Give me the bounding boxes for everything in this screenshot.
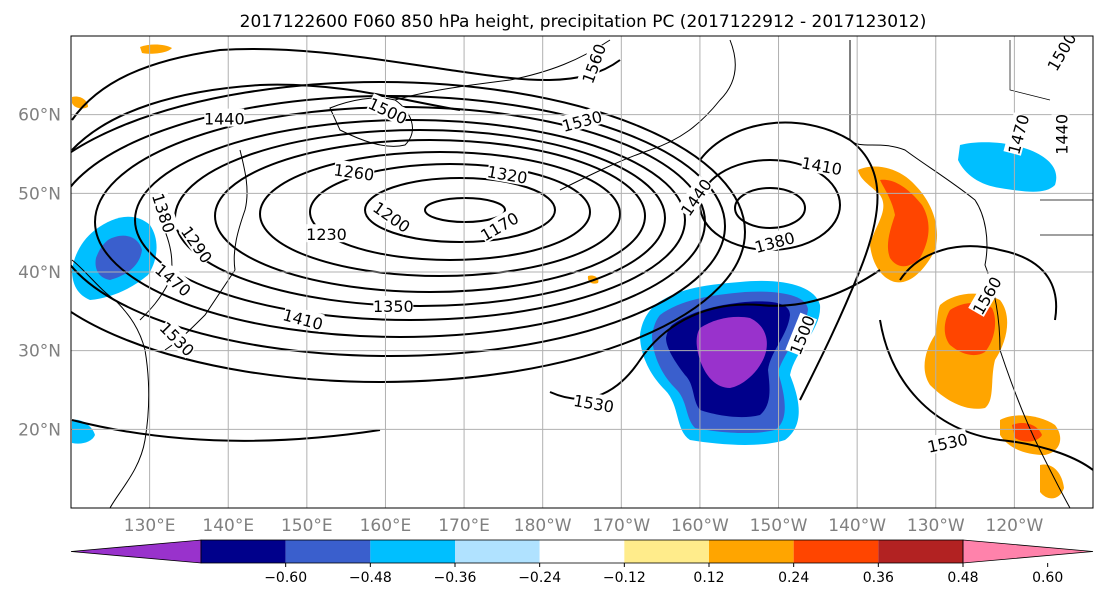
latitude-labels: 60°N 50°N 40°N 30°N 20°N	[18, 106, 61, 441]
contour-label-bg	[204, 108, 245, 127]
contour-label: 1230	[306, 225, 347, 244]
colorbar-segment	[709, 540, 794, 563]
longitude-label: 130°E	[124, 516, 176, 536]
contour-label-bg	[486, 161, 529, 186]
longitude-label: 160°E	[360, 516, 412, 536]
colorbar-tick-label: −0.12	[603, 570, 646, 586]
contour-label-bg	[560, 106, 604, 134]
height-contours	[71, 48, 1093, 471]
contour-label-bg	[152, 259, 195, 299]
colorbar-segment	[201, 540, 286, 563]
contour-label-bg	[373, 295, 414, 314]
contour-label: 1440	[1053, 114, 1072, 155]
map-title: 2017122600 F060 850 hPa height, precipit…	[240, 12, 927, 32]
precip-region-pos-small-1	[140, 44, 172, 54]
colorbar-extend-min	[70, 539, 202, 564]
colorbar-segment	[878, 540, 963, 563]
contour-label-bg	[333, 159, 376, 183]
precip-region-pos-mexico	[1040, 464, 1064, 499]
contour-label-bg	[785, 312, 818, 357]
longitude-label: 150°E	[281, 516, 333, 536]
contour-label-bg	[968, 273, 1004, 317]
colorbar-tick-label: 0.48	[947, 570, 978, 586]
colorbar-segment	[285, 540, 371, 563]
colorbar-segment	[624, 540, 709, 563]
contour-label-bg	[149, 190, 180, 235]
colorbar-segment	[455, 540, 540, 563]
contour-label: 1350	[373, 297, 414, 316]
longitude-label: 170°E	[438, 516, 490, 536]
contour-label-bg	[925, 428, 969, 455]
colorbar-tick-label: −0.24	[518, 570, 561, 586]
latitude-label: 40°N	[18, 263, 61, 283]
longitude-label: 140°W	[828, 516, 886, 536]
contour-label-bg	[281, 304, 325, 333]
colorbar-segment	[370, 540, 455, 563]
colorbar-segment	[539, 540, 625, 563]
contour-label-bg	[370, 197, 414, 235]
longitude-label: 160°W	[671, 516, 729, 536]
longitude-label: 120°W	[986, 516, 1044, 536]
contour-label-bg	[572, 390, 616, 415]
map-frame	[70, 35, 1094, 509]
contour-label-bg	[477, 207, 521, 244]
precip-region-pos-baja-core	[1012, 423, 1042, 442]
precip-region-neg-core	[696, 316, 767, 388]
contour-label-bg	[676, 175, 715, 219]
colorbar-tick-label: 0.12	[693, 570, 724, 586]
colorbar-tick-label: 0.24	[778, 570, 809, 586]
colorbar-tick-label: 0.60	[1032, 570, 1063, 586]
colorbar-tick-label: −0.48	[349, 570, 392, 586]
longitude-label: 140°E	[202, 516, 254, 536]
contour-label-bg	[366, 93, 411, 127]
colorbar-segment	[793, 540, 879, 563]
latitude-label: 60°N	[18, 106, 61, 126]
precip-region-pos-gulf-core	[880, 179, 929, 267]
contour-label-bg	[157, 317, 199, 359]
precip-region-neg-pnw	[958, 142, 1057, 192]
contour-label-bg	[577, 41, 609, 86]
contour-label: 1440	[204, 110, 245, 129]
contour-label-bg	[752, 227, 796, 256]
precip-region-neg-hawaii-west	[72, 419, 95, 444]
latitude-label: 50°N	[18, 184, 61, 204]
colorbar-tick-label: −0.36	[434, 570, 477, 586]
longitude-label: 170°W	[592, 516, 650, 536]
colorbar-tick-label: −0.60	[264, 570, 307, 586]
longitude-label: 180°W	[514, 516, 572, 536]
contour-label-bg	[1003, 112, 1032, 156]
colorbar-tick-label: 0.36	[863, 570, 894, 586]
contour-label-bg	[1042, 36, 1079, 74]
contour-label-bg	[306, 224, 347, 243]
longitude-label: 130°W	[907, 516, 965, 536]
contour-label-bg	[1051, 114, 1070, 155]
longitude-label: 150°W	[750, 516, 808, 536]
contour-label-bg	[178, 222, 217, 266]
latitude-label: 30°N	[18, 342, 61, 362]
precip-region-neg-japan-2	[95, 235, 142, 280]
colorbar-frame	[200, 539, 964, 564]
contour-label-bg	[800, 152, 844, 178]
colorbar-extend-max	[962, 539, 1094, 564]
colorbar: −0.60 −0.48 −0.36 −0.24 −0.12 0.12 0.24 0.36 0.4…	[70, 539, 1094, 586]
longitude-labels: 130°E 140°E 150°E 160°E 170°E 180°W 170°W 160°W…	[124, 516, 1044, 536]
latitude-label: 20°N	[18, 420, 61, 440]
